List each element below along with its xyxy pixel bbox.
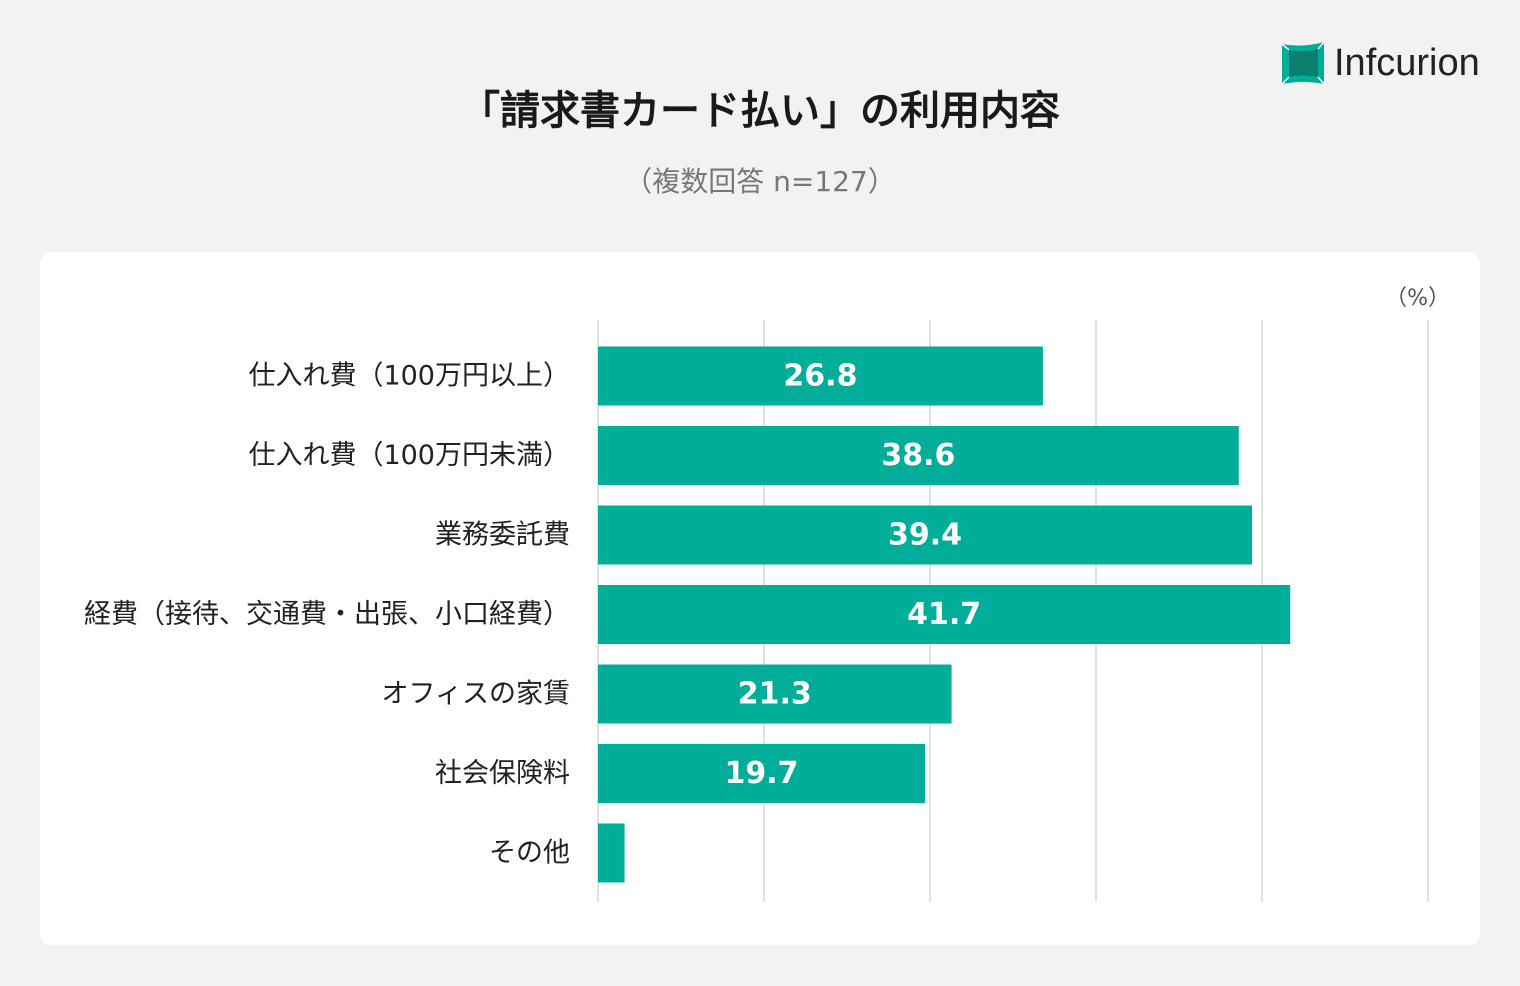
bar: [598, 346, 1043, 406]
logo-text: Infcurion: [1334, 41, 1480, 84]
logo-square-icon: [1281, 41, 1325, 85]
category-label: その他: [489, 838, 570, 869]
chart-title: 「請求書カード払い」の利用内容: [460, 88, 1060, 134]
bar: [598, 823, 625, 883]
bar-value-label: 19.7: [724, 756, 798, 791]
category-label: 社会保険料: [435, 758, 570, 789]
category-label: 仕入れ費（100万円未満）: [248, 440, 570, 471]
bar-value-label: 21.3: [738, 677, 812, 712]
bar-value-label: 26.8: [783, 359, 857, 394]
unit-label: （%）: [1385, 286, 1450, 311]
chart-subtitle: （複数回答 n=127）: [624, 165, 896, 198]
bar-value-label: 39.4: [888, 518, 962, 553]
bar: [598, 744, 926, 803]
bar: [598, 585, 1291, 644]
bar-value-label: 38.6: [881, 438, 955, 473]
bar: [598, 426, 1239, 485]
bar: [598, 505, 1253, 565]
chart-panel: （%） 仕入れ費（100万円以上） 26.8 仕入れ費（100万円未満） 38.6 業務…: [40, 252, 1480, 945]
category-label: 業務委託費: [435, 520, 570, 551]
bar-value-label: 41.7: [907, 597, 981, 632]
category-label: 経費（接待、交通費・出張、小口経費）: [84, 599, 570, 630]
category-label: オフィスの家賃: [382, 679, 570, 710]
brand-logo: Infcurion: [1280, 40, 1480, 86]
bar-chart: 仕入れ費（100万円以上） 26.8 仕入れ費（100万円未満） 38.6 業務委託費 3…: [84, 320, 1429, 902]
category-label: 仕入れ費（100万円以上）: [248, 361, 570, 392]
bar: [598, 664, 952, 724]
